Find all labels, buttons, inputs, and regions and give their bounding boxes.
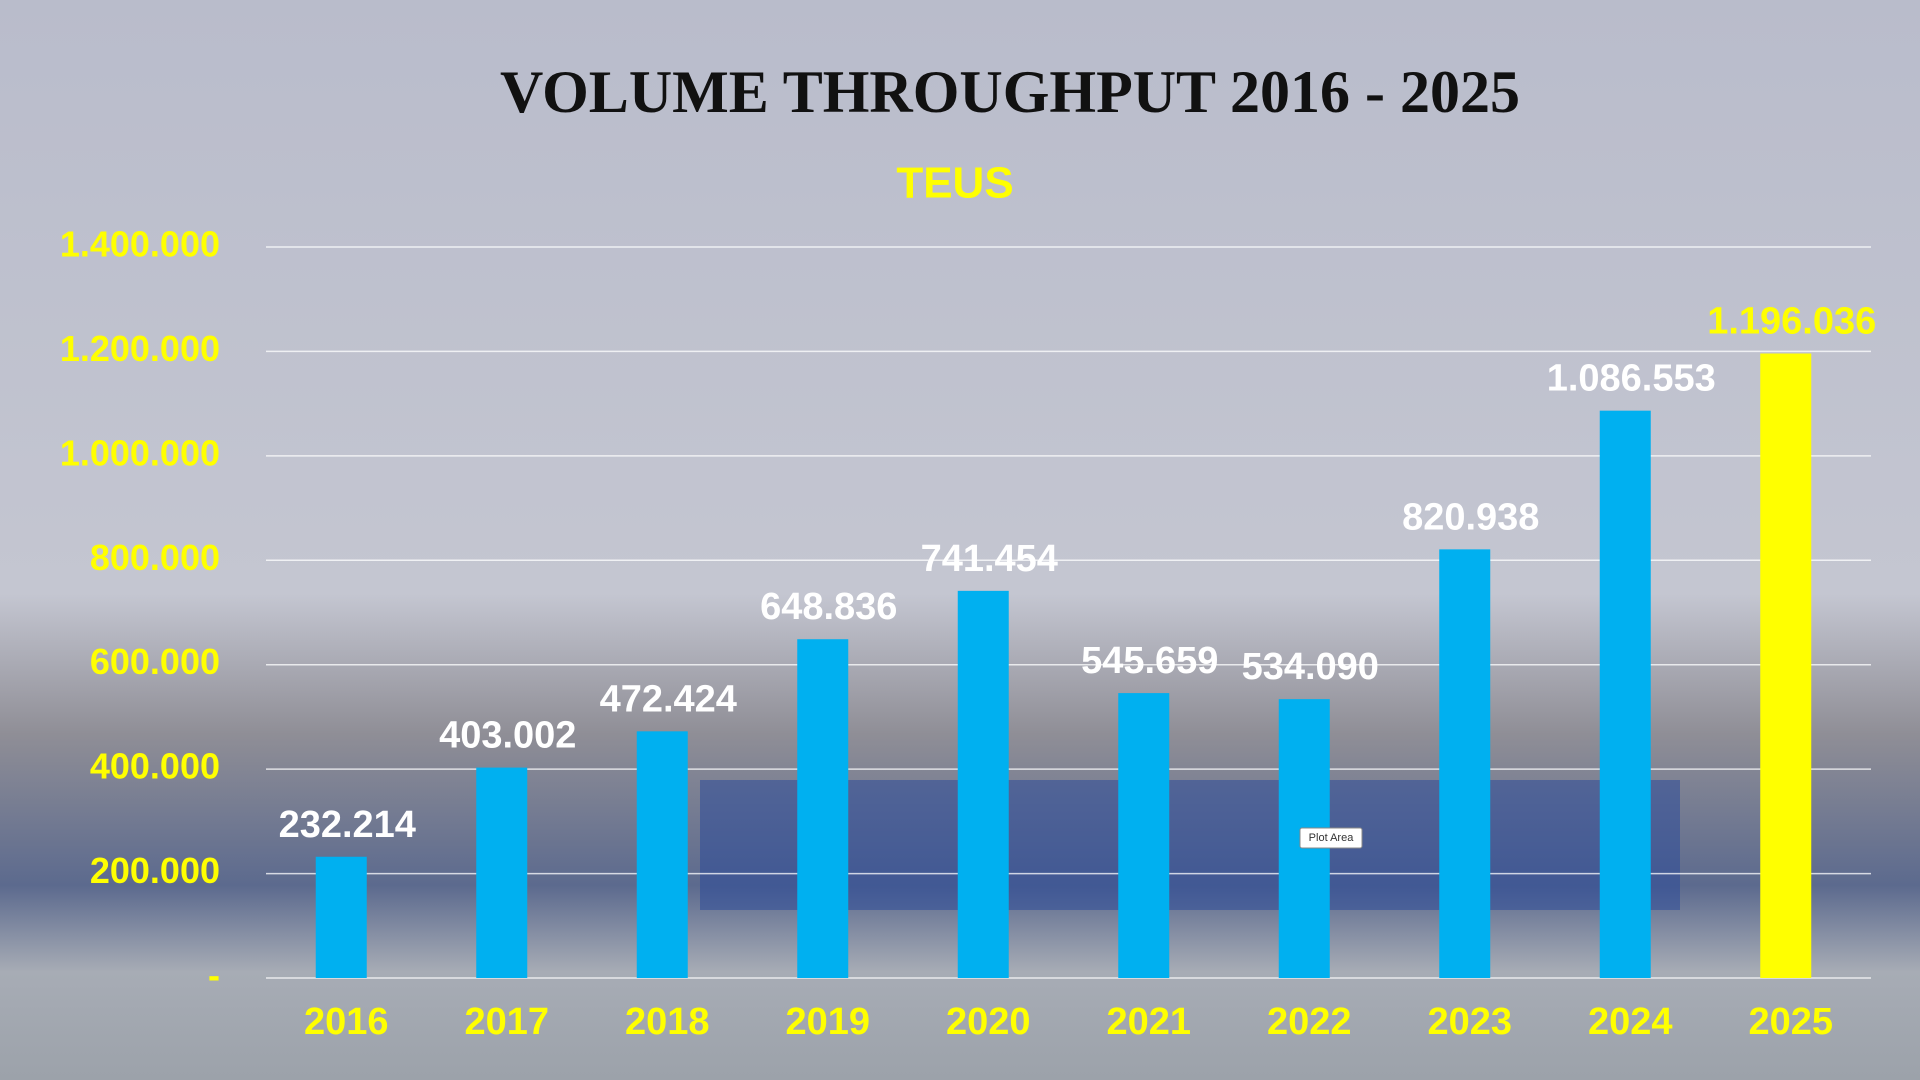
- data-label: 232.214: [279, 804, 416, 846]
- data-label: 534.090: [1242, 646, 1379, 688]
- bar: [957, 590, 1009, 978]
- x-tick-label: 2023: [1427, 1001, 1512, 1043]
- tooltip-text: Plot Area: [1309, 832, 1355, 844]
- data-label: 741.454: [921, 538, 1058, 580]
- chart-subtitle: TEUS: [896, 159, 1013, 208]
- data-label: 1.196.036: [1707, 301, 1876, 343]
- chart-title: VOLUME THROUGHPUT 2016 - 2025: [500, 59, 1520, 125]
- ship-backdrop: [700, 780, 1680, 910]
- data-label: 545.659: [1081, 640, 1218, 682]
- x-tick-label: 2018: [625, 1001, 710, 1043]
- y-tick-label: 400.000: [90, 746, 220, 787]
- data-label: 1.086.553: [1547, 358, 1716, 400]
- y-tick-label: 1.200.000: [60, 328, 220, 369]
- x-tick-label: 2020: [946, 1001, 1031, 1043]
- bar: [1118, 693, 1170, 978]
- data-label: 403.002: [439, 715, 576, 757]
- data-label: 472.424: [600, 678, 737, 720]
- bar: [1760, 353, 1812, 978]
- bar: [476, 767, 528, 978]
- data-label: 820.938: [1402, 496, 1539, 538]
- x-tick-label: 2019: [785, 1001, 870, 1043]
- tooltip-box: [1299, 827, 1363, 849]
- x-tick-label: 2025: [1748, 1001, 1833, 1043]
- tooltip: Plot Area: [1299, 827, 1363, 849]
- y-tick-label: 800.000: [90, 537, 220, 578]
- y-tick-label: 1.000.000: [60, 432, 220, 473]
- x-tick-label: 2021: [1106, 1001, 1191, 1043]
- y-tick-label: 1.400.000: [60, 224, 220, 265]
- y-tick-label: -: [208, 955, 220, 996]
- y-tick-label: 200.000: [90, 850, 220, 891]
- x-tick-label: 2022: [1267, 1001, 1352, 1043]
- bar: [315, 856, 367, 978]
- bar: [797, 639, 849, 978]
- y-tick-label: 600.000: [90, 641, 220, 682]
- x-tick-label: 2017: [464, 1001, 549, 1043]
- x-tick-label: 2016: [304, 1001, 389, 1043]
- bar: [1599, 410, 1651, 978]
- bar: [636, 731, 688, 978]
- data-label: 648.836: [760, 586, 897, 628]
- bar: [1439, 549, 1491, 978]
- x-tick-label: 2024: [1588, 1001, 1673, 1043]
